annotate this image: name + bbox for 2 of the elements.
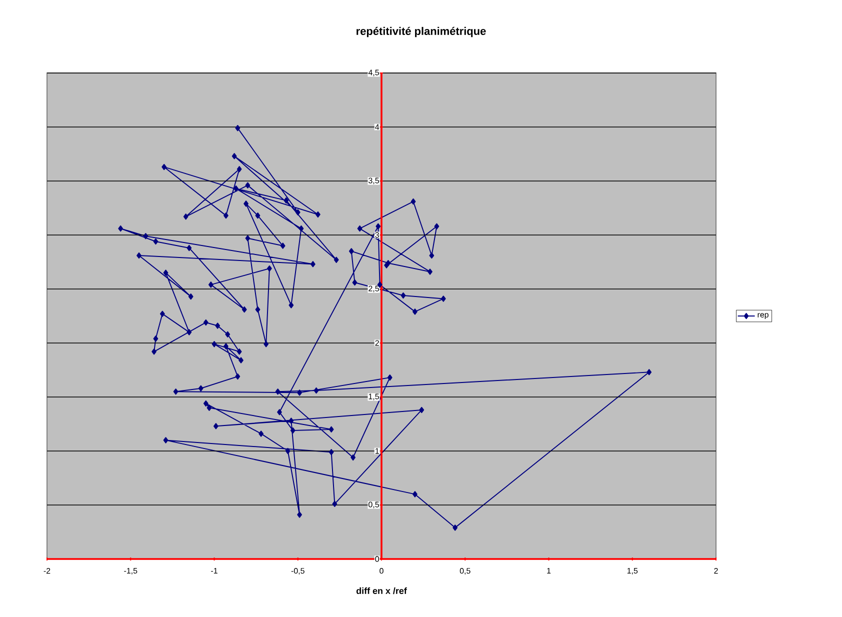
x-axis-title: diff en x /ref: [356, 587, 407, 594]
chart-title: repétitivité planimétrique: [356, 26, 486, 38]
